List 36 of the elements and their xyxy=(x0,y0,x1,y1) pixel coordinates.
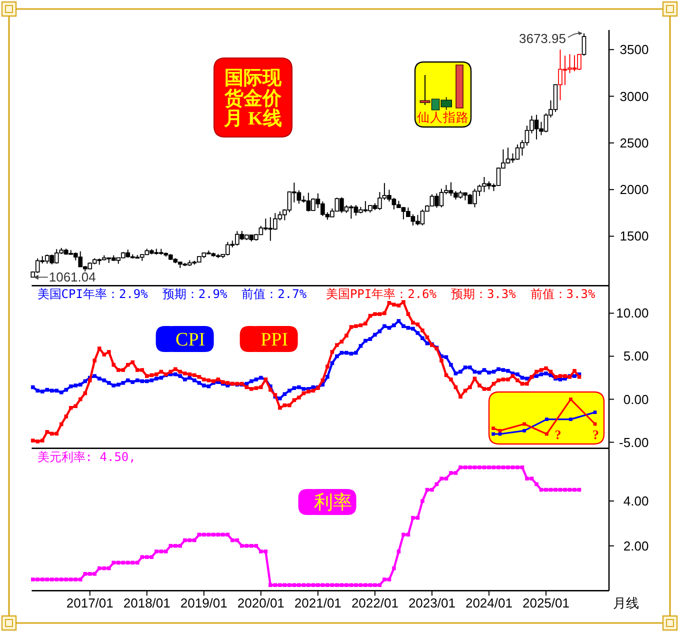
x-tick-label: 2020/01 xyxy=(237,596,284,611)
annotation: 美国CPI年率：2.9% 预期：2.9% 前值：2.7% xyxy=(37,287,308,302)
y-tick-label: 0.00 xyxy=(623,392,649,407)
annotation: 美国PPI年率：2.6% 预期：3.3% 前值：3.3% xyxy=(326,287,596,302)
annotation: 3673.95 xyxy=(518,30,566,46)
annotation: ? xyxy=(554,427,562,442)
x-tick-label: 2023/01 xyxy=(408,596,456,611)
y-tick-label: 4.00 xyxy=(623,494,649,508)
x-axis-title: 月线 xyxy=(613,596,639,611)
picture-trend-icon: ? ? xyxy=(488,391,605,445)
y-tick-label: 3000 xyxy=(620,88,649,104)
legend-label: CPI xyxy=(176,330,206,351)
x-tick-label: 2021/01 xyxy=(294,596,342,611)
legend-label: 利率 xyxy=(314,492,352,514)
y-tick-label: -5.00 xyxy=(619,434,649,450)
annotation: ? xyxy=(592,427,599,442)
y-tick-label: 10.00 xyxy=(616,306,649,321)
x-tick-label: 2024/01 xyxy=(465,596,512,611)
x-tick-label: 2018/01 xyxy=(123,596,170,611)
annotation: 仙人指路 xyxy=(417,110,469,124)
title: 国际现货金价月 K线 xyxy=(214,58,292,138)
picture-candle-pattern-badge: 仙人指路 xyxy=(414,61,472,128)
x-tick-label: 2025/01 xyxy=(522,596,570,611)
x-tick-label: 2019/01 xyxy=(180,596,228,611)
legend-item: 利率 xyxy=(298,489,356,516)
x-tick-label: 2017/01 xyxy=(66,596,114,611)
y-tick-label: 2000 xyxy=(620,182,649,198)
y-tick-label: 2500 xyxy=(620,135,649,150)
y-tick-label: 2.00 xyxy=(623,538,649,554)
annotation: 1061.04 xyxy=(48,270,96,285)
y-tick-label: 1500 xyxy=(620,228,649,244)
annotation: 美元利率: 4.50, xyxy=(37,450,136,464)
legend-label: PPI xyxy=(260,330,288,351)
y-tick-label: 3500 xyxy=(620,42,649,58)
y-tick-label: 5.00 xyxy=(623,348,649,364)
x-tick-label: 2022/01 xyxy=(351,596,398,611)
